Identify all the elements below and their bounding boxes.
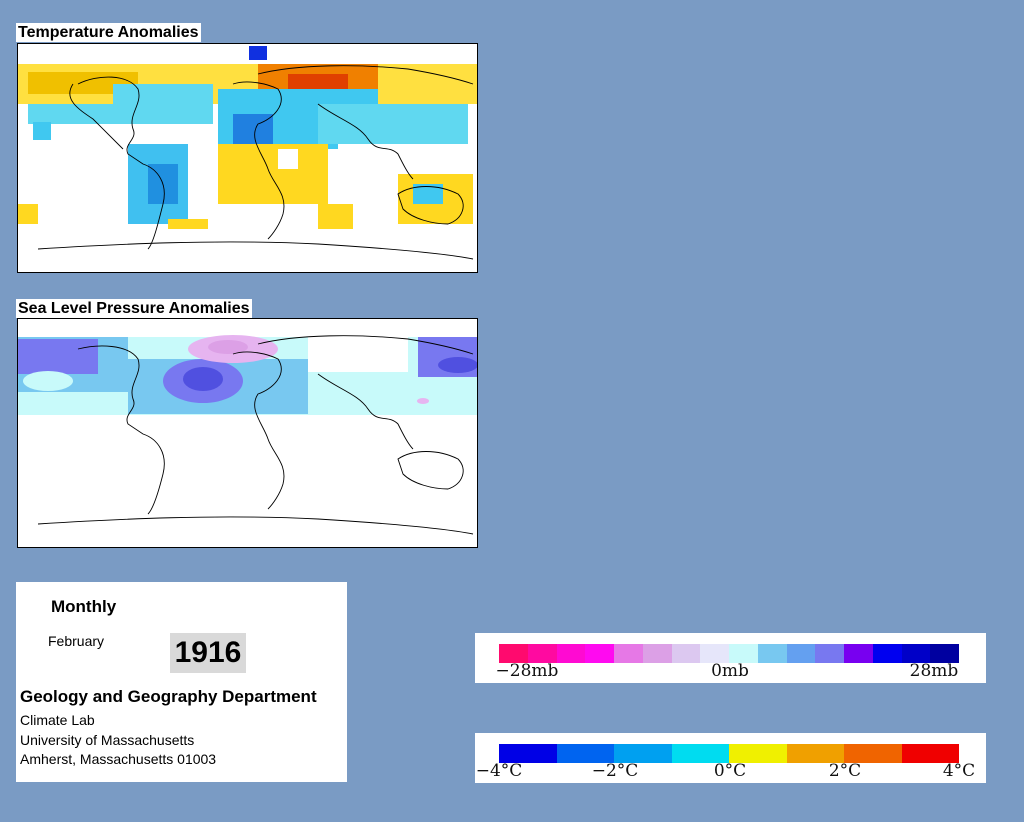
pressure-legend-swatch-10 xyxy=(786,644,816,663)
university-name: University of Massachusetts xyxy=(20,732,195,748)
pressure-legend-swatch-14 xyxy=(901,644,931,663)
address-line: Amherst, Massachusetts 01003 xyxy=(20,751,217,767)
info-box: Monthly February 1916 Geology and Geogra… xyxy=(16,582,347,782)
pressure-legend: −28mb 0mb 28mb xyxy=(475,633,986,683)
pressure-legend-swatch-12 xyxy=(844,644,873,663)
pressure-legend-zero-label: 0mb xyxy=(711,661,749,681)
pressure-legend-swatch-9 xyxy=(757,644,787,663)
temperature-legend-plus4-label: 4°C xyxy=(942,761,976,781)
pressure-legend-swatch-5 xyxy=(642,644,672,663)
month-label: February xyxy=(48,633,105,649)
temperature-legend-swatch-4 xyxy=(729,744,787,763)
temperature-legend-swatch-2 xyxy=(614,744,672,763)
pressure-coastlines xyxy=(37,335,474,535)
year-display: 1916 xyxy=(170,633,246,673)
temperature-coastlines xyxy=(37,65,474,260)
lab-name: Climate Lab xyxy=(20,712,95,728)
pressure-legend-swatch-2 xyxy=(556,644,586,663)
temperature-legend-swatch-1 xyxy=(556,744,614,763)
temperature-legend-minus4-label: −4°C xyxy=(475,761,523,781)
period-label: Monthly xyxy=(51,597,117,616)
temperature-legend-swatch-5 xyxy=(786,744,844,763)
temperature-map-title: Temperature Anomalies xyxy=(16,23,201,42)
pressure-anomaly-field xyxy=(18,335,477,415)
pressure-legend-swatch-11 xyxy=(815,644,844,663)
temperature-legend-plus2-label: 2°C xyxy=(828,761,862,781)
pressure-legend-swatch-8 xyxy=(729,644,758,663)
temperature-anomaly-field xyxy=(18,46,477,272)
pressure-legend-swatch-4 xyxy=(614,644,643,663)
pressure-legend-swatch-1 xyxy=(527,644,557,663)
temperature-legend: −4°C −2°C 0°C 2°C 4°C xyxy=(475,733,986,783)
pressure-map-title: Sea Level Pressure Anomalies xyxy=(16,299,252,318)
temperature-legend-swatch-0 xyxy=(499,744,557,763)
pressure-legend-swatch-13 xyxy=(872,644,902,663)
pressure-legend-swatch-7 xyxy=(700,644,729,663)
temperature-anomaly-map xyxy=(17,43,478,273)
pressure-color-bar xyxy=(499,644,959,663)
pressure-legend-swatch-6 xyxy=(671,644,701,663)
temperature-legend-zero-label: 0°C xyxy=(713,761,747,781)
pressure-legend-swatch-0 xyxy=(499,644,528,663)
pressure-anomaly-map xyxy=(17,318,478,548)
pressure-legend-max-label: 28mb xyxy=(909,661,959,681)
temperature-legend-swatch-3 xyxy=(671,744,729,763)
temperature-color-bar xyxy=(499,744,959,763)
pressure-legend-swatch-3 xyxy=(585,644,614,663)
department-name: Geology and Geography Department xyxy=(20,687,317,706)
temperature-legend-minus2-label: −2°C xyxy=(591,761,639,781)
pressure-legend-min-label: −28mb xyxy=(495,661,559,681)
pressure-legend-swatch-15 xyxy=(930,644,959,663)
temperature-legend-swatch-7 xyxy=(901,744,959,763)
temperature-legend-swatch-6 xyxy=(844,744,902,763)
